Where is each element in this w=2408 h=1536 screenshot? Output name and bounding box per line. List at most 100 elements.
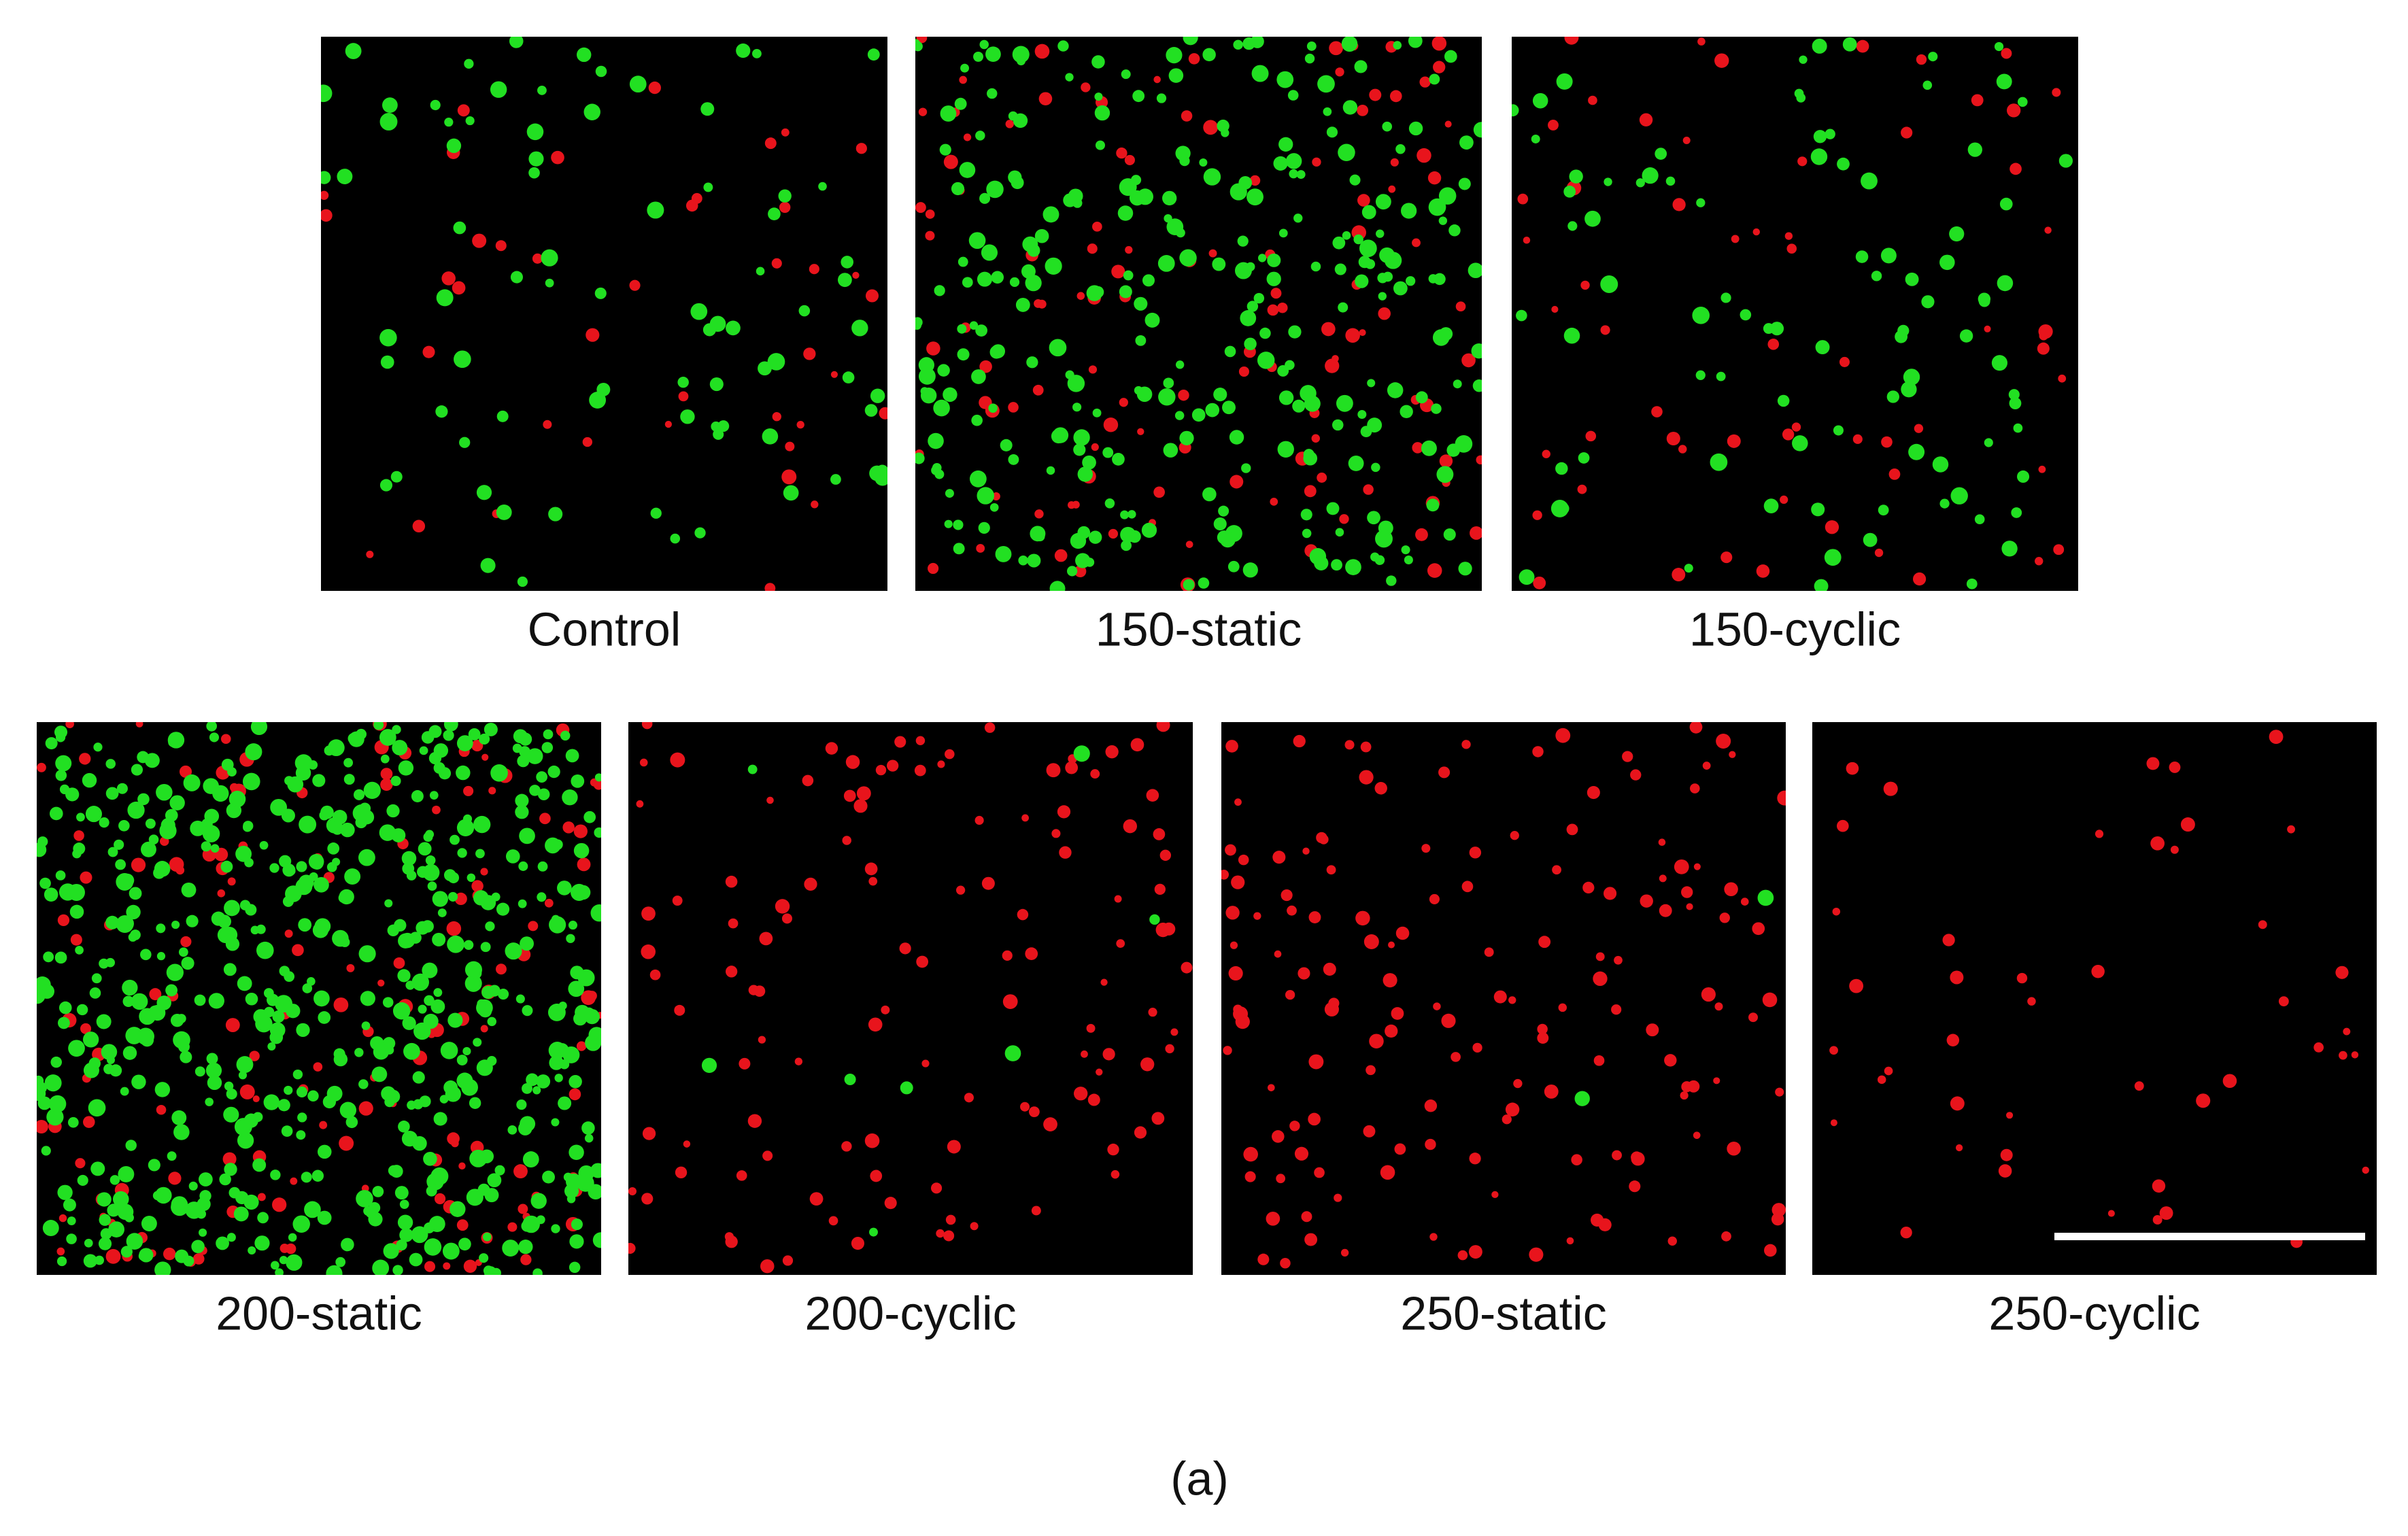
dead-cell xyxy=(1533,576,1546,590)
live-cell xyxy=(1296,170,1306,180)
dead-cell xyxy=(290,1177,298,1185)
live-cell xyxy=(1367,511,1380,525)
live-cell xyxy=(1386,575,1397,586)
dead-cell xyxy=(1340,1248,1349,1257)
live-cell xyxy=(55,870,66,881)
live-cell xyxy=(768,207,781,220)
dead-cell xyxy=(915,736,926,745)
live-cell xyxy=(629,75,647,93)
live-cell xyxy=(1057,40,1069,52)
live-cell xyxy=(569,1075,582,1089)
dead-cell xyxy=(1713,1077,1720,1085)
live-cell xyxy=(1421,440,1437,456)
live-cell xyxy=(690,303,708,320)
live-cell xyxy=(717,420,730,432)
dead-cell xyxy=(358,1101,373,1116)
dead-cell xyxy=(1901,126,1913,139)
dead-cell xyxy=(1461,881,1474,893)
live-cell xyxy=(1563,185,1576,198)
live-cell xyxy=(1199,158,1208,167)
live-cell xyxy=(1128,530,1141,543)
dead-cell xyxy=(292,944,304,957)
live-cell xyxy=(242,772,260,791)
live-cell xyxy=(139,1248,154,1263)
live-cell xyxy=(558,1096,572,1110)
dead-cell xyxy=(2039,331,2048,341)
live-cell xyxy=(45,737,58,750)
dead-cell xyxy=(1537,1023,1548,1035)
dead-cell xyxy=(1360,741,1372,753)
live-cell xyxy=(335,1257,346,1267)
live-cell xyxy=(209,732,220,743)
live-cell xyxy=(937,364,950,377)
live-cell xyxy=(752,48,762,58)
live-cell xyxy=(1831,555,1840,564)
live-cell xyxy=(234,1118,252,1136)
live-cell xyxy=(46,1108,64,1126)
live-cell xyxy=(515,793,529,808)
live-cell xyxy=(301,1172,312,1183)
dead-cell xyxy=(1883,781,1898,796)
live-cell xyxy=(977,271,993,287)
dead-cell xyxy=(168,1172,182,1185)
live-cell xyxy=(438,767,452,780)
live-cell xyxy=(390,776,401,787)
dead-cell xyxy=(642,1127,656,1140)
live-cell xyxy=(263,1094,280,1110)
live-cell xyxy=(361,1021,371,1031)
dead-cell xyxy=(1208,249,1217,258)
live-cell xyxy=(216,1236,229,1250)
live-cell xyxy=(1238,176,1253,190)
live-cell xyxy=(479,733,490,745)
live-cell xyxy=(989,502,999,512)
live-cell xyxy=(339,937,350,948)
dead-cell xyxy=(976,544,985,553)
dead-cell xyxy=(2278,996,2289,1007)
live-cell xyxy=(419,746,428,755)
dead-cell xyxy=(2159,1206,2173,1220)
dead-cell xyxy=(1074,1087,1088,1101)
dead-cell xyxy=(1846,762,1859,775)
dead-cell xyxy=(1359,770,1374,785)
dead-cell xyxy=(1244,1171,1256,1182)
live-cell xyxy=(379,824,396,841)
dead-cell xyxy=(845,755,860,769)
live-cell xyxy=(1091,55,1105,69)
dead-cell xyxy=(1394,1143,1406,1155)
live-cell xyxy=(526,748,543,764)
live-cell xyxy=(83,1254,97,1268)
live-cell xyxy=(421,920,434,933)
live-cell xyxy=(1027,243,1040,257)
live-cell xyxy=(485,921,495,932)
dead-cell xyxy=(1355,910,1370,926)
live-cell xyxy=(181,957,194,970)
dead-cell xyxy=(2038,465,2046,473)
live-cell xyxy=(450,1201,466,1217)
dead-cell xyxy=(1096,1068,1103,1076)
live-cell xyxy=(411,1226,428,1244)
live-cell xyxy=(483,1265,494,1275)
live-cell xyxy=(1332,236,1346,250)
live-cell xyxy=(1135,335,1147,346)
live-cell xyxy=(1075,553,1091,568)
dead-cell xyxy=(1731,235,1740,243)
dead-cell xyxy=(1002,950,1013,961)
live-cell xyxy=(186,915,199,927)
dead-cell xyxy=(864,1133,880,1148)
dead-cell xyxy=(1005,120,1014,129)
panel-label: 200-cyclic xyxy=(804,1286,1016,1339)
live-cell xyxy=(1332,419,1344,431)
dead-cell xyxy=(691,192,702,204)
dead-cell xyxy=(2222,1074,2237,1088)
live-cell xyxy=(1555,462,1568,475)
dead-cell xyxy=(1383,973,1397,988)
live-cell xyxy=(1289,169,1298,179)
live-cell xyxy=(537,788,550,800)
live-cell xyxy=(287,776,304,793)
live-cell xyxy=(402,1016,416,1030)
dead-cell xyxy=(1612,1150,1622,1161)
dead-cell xyxy=(2269,730,2284,745)
dead-cell xyxy=(1357,194,1370,207)
dead-cell xyxy=(674,1004,685,1016)
dead-cell xyxy=(1457,1250,1468,1261)
